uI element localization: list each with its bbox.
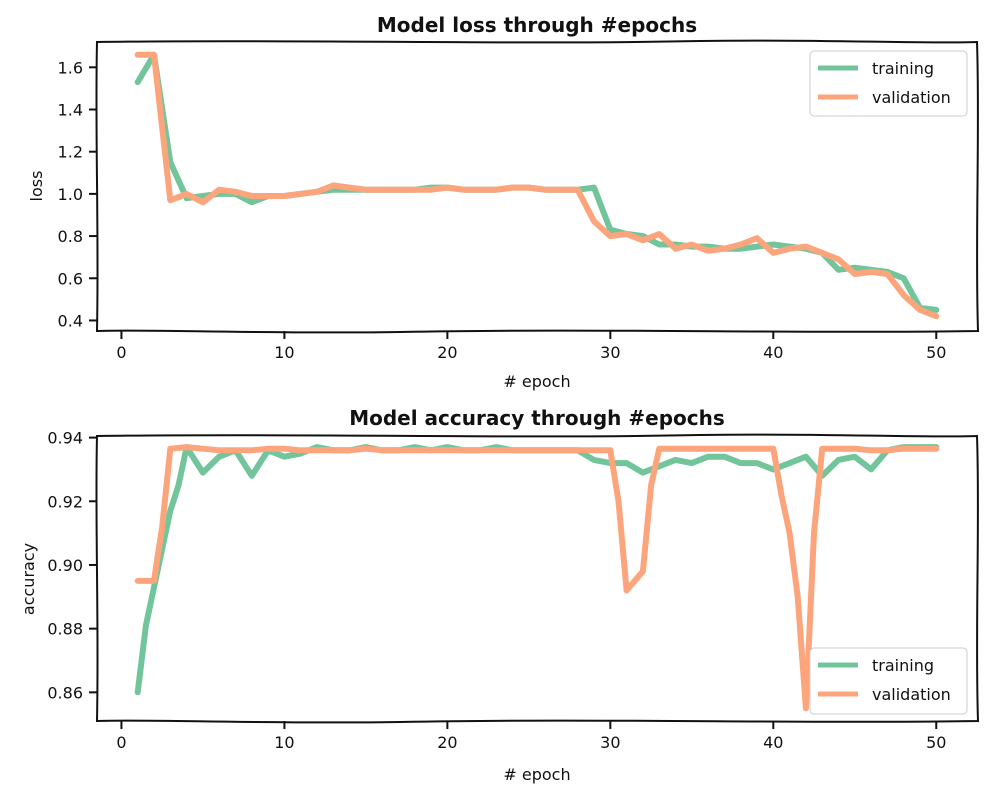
loss-chart-panel: Model loss through #epochs # epoch loss …: [27, 13, 980, 391]
loss-chart-title: Model loss through #epochs: [377, 13, 697, 37]
accuracy-y-tick-label: 0.94: [47, 429, 83, 448]
loss-series-validation-line: [134, 51, 940, 320]
accuracy-axis-ticks: 0 10 20 30 40 50 0.86 0.88 0.90 0.92 0.94: [47, 429, 946, 752]
accuracy-chart-title: Model accuracy through #epochs: [349, 406, 725, 430]
loss-legend: training validation: [809, 50, 968, 117]
accuracy-x-tick-label: 10: [274, 733, 294, 752]
accuracy-y-tick-label: 0.92: [47, 492, 83, 511]
loss-plot-frame: [95, 39, 980, 334]
loss-x-tick-label: 0: [116, 343, 126, 362]
loss-x-tick-label: 10: [274, 343, 294, 362]
accuracy-x-tick-label: 40: [763, 733, 783, 752]
loss-y-tick-label: 0.6: [58, 269, 83, 288]
accuracy-y-tick-label: 0.90: [47, 556, 83, 575]
accuracy-x-tick-label: 50: [926, 733, 946, 752]
accuracy-y-tick-label: 0.86: [47, 683, 83, 702]
loss-y-tick-label: 1.6: [58, 58, 83, 77]
loss-y-tick-label: 0.8: [58, 227, 83, 246]
accuracy-x-tick-label: 20: [437, 733, 457, 752]
loss-legend-label-training: training: [872, 59, 934, 78]
accuracy-legend-label-training: training: [872, 656, 934, 675]
loss-x-axis-label: # epoch: [503, 372, 570, 391]
accuracy-series-lines: [134, 444, 940, 712]
accuracy-plot-frame: [95, 433, 980, 724]
accuracy-legend-label-validation: validation: [872, 685, 951, 704]
accuracy-chart-panel: Model accuracy through #epochs # epoch a…: [19, 406, 980, 784]
accuracy-x-axis-label: # epoch: [503, 765, 570, 784]
loss-x-tick-label: 50: [926, 343, 946, 362]
loss-legend-label-validation: validation: [872, 88, 951, 107]
accuracy-x-tick-label: 30: [600, 733, 620, 752]
loss-x-tick-label: 40: [763, 343, 783, 362]
accuracy-series-validation-line: [134, 444, 940, 712]
loss-y-axis-label: loss: [27, 171, 46, 202]
loss-y-tick-label: 1.4: [58, 101, 83, 120]
accuracy-y-axis-label: accuracy: [19, 543, 38, 615]
loss-x-tick-label: 20: [437, 343, 457, 362]
loss-x-tick-label: 30: [600, 343, 620, 362]
loss-y-tick-label: 1.0: [58, 185, 83, 204]
accuracy-legend: training validation: [809, 647, 968, 715]
loss-y-tick-label: 1.2: [58, 143, 83, 162]
loss-series-lines: [134, 51, 940, 320]
loss-axis-ticks: 0 10 20 30 40 50 0.4 0.6 0.8 1.0 1.2 1.4 1.6: [58, 58, 947, 362]
loss-y-tick-label: 0.4: [58, 311, 83, 330]
accuracy-y-tick-label: 0.88: [47, 620, 83, 639]
accuracy-x-tick-label: 0: [116, 733, 126, 752]
